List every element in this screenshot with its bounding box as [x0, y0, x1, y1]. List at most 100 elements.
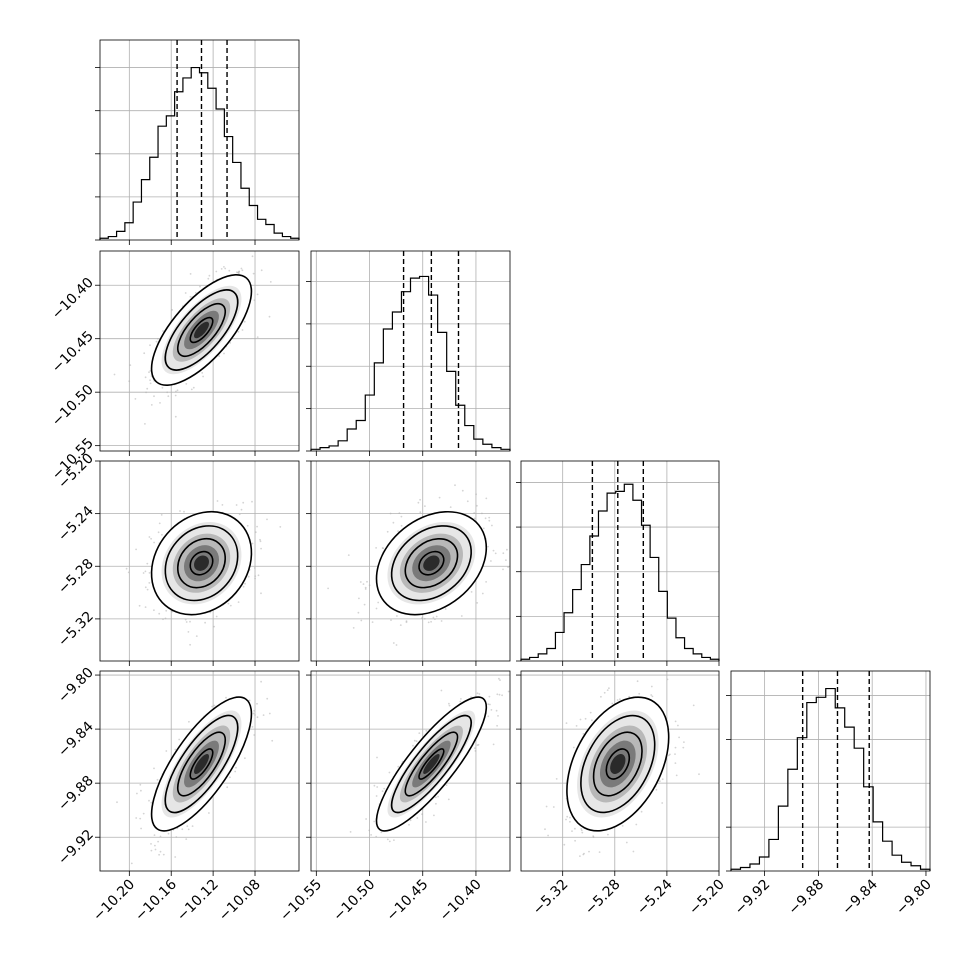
- sample-point: [347, 554, 350, 556]
- sample-point: [674, 746, 677, 749]
- sample-point: [488, 516, 491, 519]
- sample-point: [376, 786, 379, 788]
- panel-3-2: [521, 671, 719, 871]
- sample-point: [266, 697, 269, 700]
- sample-point: [581, 831, 584, 834]
- sample-point: [241, 329, 244, 331]
- sample-point: [496, 724, 498, 727]
- sample-point: [175, 390, 177, 393]
- sample-point: [481, 592, 484, 595]
- contour-line: [404, 731, 459, 797]
- sample-point: [139, 817, 142, 820]
- sample-point: [174, 856, 177, 858]
- sample-point: [144, 586, 147, 589]
- sample-point: [251, 255, 254, 258]
- sample-point: [376, 756, 378, 759]
- sample-point: [154, 844, 156, 847]
- sample-point: [160, 514, 163, 516]
- histogram-step: [99, 66, 300, 240]
- sample-point: [164, 617, 167, 620]
- sample-point: [598, 851, 601, 853]
- contour-line: [176, 537, 227, 589]
- panel-frame: [99, 250, 300, 452]
- sample-point: [148, 582, 151, 584]
- sample-point: [150, 843, 152, 845]
- sample-point: [449, 506, 452, 508]
- x-tick-label: −10.40: [437, 877, 485, 925]
- sample-point: [153, 834, 156, 836]
- sample-point: [484, 517, 487, 520]
- sample-point: [489, 703, 491, 706]
- sample-point: [579, 718, 582, 721]
- sample-point: [606, 689, 609, 691]
- sample-point: [149, 382, 152, 385]
- sample-point: [380, 831, 383, 834]
- sample-point: [153, 395, 155, 398]
- sample-point: [184, 292, 187, 294]
- sample-point: [368, 584, 371, 587]
- sample-point: [166, 391, 169, 394]
- sample-point: [466, 500, 469, 503]
- sample-point: [257, 574, 260, 577]
- sample-point: [432, 616, 435, 619]
- sample-point: [584, 717, 587, 720]
- histogram-step: [730, 687, 931, 871]
- x-tick-label: −10.16: [132, 876, 180, 924]
- sample-point: [368, 829, 371, 832]
- sample-point: [135, 548, 138, 551]
- sample-point: [153, 609, 155, 612]
- sample-point: [244, 757, 246, 760]
- sample-point: [153, 541, 156, 544]
- sample-point: [582, 733, 585, 735]
- sample-point: [425, 821, 427, 823]
- sample-point: [408, 823, 410, 826]
- sample-point: [262, 714, 265, 716]
- sample-point: [669, 753, 671, 756]
- panel-2-2: [520, 461, 720, 661]
- sample-point: [482, 527, 485, 530]
- panel-frame: [99, 39, 300, 241]
- sample-point: [254, 714, 256, 716]
- sample-point: [129, 364, 132, 366]
- contour-line: [390, 525, 473, 602]
- sample-point: [485, 581, 487, 583]
- sample-point: [201, 372, 204, 374]
- sample-point: [417, 501, 420, 504]
- sample-point: [188, 720, 190, 723]
- sample-point: [400, 524, 403, 527]
- contours: [150, 273, 253, 387]
- sample-point: [139, 783, 142, 786]
- sample-point: [227, 602, 230, 605]
- sample-point: [153, 767, 155, 770]
- sample-point: [260, 547, 262, 550]
- sample-point: [327, 587, 329, 590]
- sample-point: [488, 519, 491, 522]
- histogram-step: [520, 483, 720, 661]
- sample-point: [136, 792, 138, 795]
- contour-line: [404, 537, 459, 589]
- panel-2-0: [100, 461, 299, 661]
- sample-point: [181, 828, 184, 831]
- sample-point: [433, 814, 435, 817]
- sample-point: [366, 580, 368, 583]
- sample-point: [492, 743, 495, 746]
- sample-point: [204, 621, 207, 624]
- x-tick-label: −5.20: [686, 877, 728, 919]
- sample-point: [149, 344, 151, 347]
- sample-point: [419, 498, 421, 501]
- panel-3-0: [100, 671, 299, 871]
- sample-point: [505, 559, 507, 561]
- sample-point: [251, 726, 254, 728]
- sample-point: [392, 642, 395, 644]
- sample-point: [478, 693, 481, 695]
- sample-point: [675, 774, 678, 777]
- sample-point: [185, 838, 188, 840]
- sample-point: [208, 274, 211, 277]
- sample-point: [138, 604, 141, 607]
- sample-point: [159, 850, 162, 853]
- sample-point: [373, 820, 376, 823]
- sample-point: [174, 415, 177, 418]
- contours: [375, 510, 488, 616]
- sample-point: [256, 293, 259, 296]
- panel-frame: [520, 670, 720, 872]
